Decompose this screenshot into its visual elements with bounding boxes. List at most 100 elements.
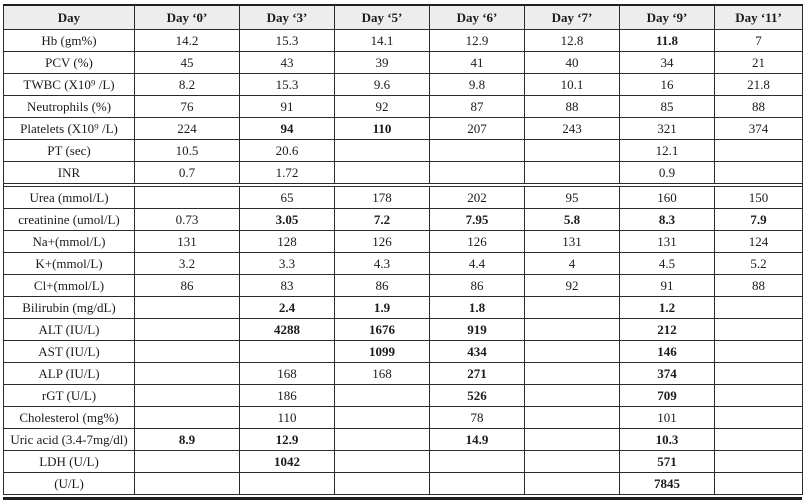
value-cell: 207 <box>429 117 525 140</box>
value-cell: 1042 <box>239 450 335 473</box>
value-cell <box>714 340 803 363</box>
value-cell: 374 <box>714 117 803 140</box>
table-row: AST (IU/L) 1099 434 146 <box>3 340 803 363</box>
value-cell: 101 <box>619 406 715 429</box>
value-cell: 128 <box>239 230 335 253</box>
value-cell: 76 <box>134 95 240 118</box>
column-header: Day ‘9’ <box>619 4 715 30</box>
value-cell: 12.1 <box>619 139 715 162</box>
column-header: Day ‘3’ <box>239 4 335 30</box>
value-cell <box>334 472 430 495</box>
value-cell: 20.6 <box>239 139 335 162</box>
row-label: INR <box>3 161 135 184</box>
value-cell: 15.3 <box>239 29 335 52</box>
value-cell <box>524 428 620 451</box>
value-cell: 3.05 <box>239 208 335 231</box>
value-cell <box>524 296 620 319</box>
value-cell: 202 <box>429 186 525 209</box>
value-cell: 0.73 <box>134 208 240 231</box>
value-cell: 1.72 <box>239 161 335 184</box>
value-cell: 3.3 <box>239 252 335 275</box>
value-cell: 374 <box>619 362 715 385</box>
value-cell: 160 <box>619 186 715 209</box>
row-label: Neutrophils (%) <box>3 95 135 118</box>
value-cell: 10.3 <box>619 428 715 451</box>
row-label: Cholesterol (mg%) <box>3 406 135 429</box>
value-cell <box>524 472 620 495</box>
row-label: PCV (%) <box>3 51 135 74</box>
value-cell: 571 <box>619 450 715 473</box>
value-cell <box>134 296 240 319</box>
table-row: INR 0.7 1.72 0.9 <box>3 161 803 184</box>
value-cell: 9.6 <box>334 73 430 96</box>
value-cell: 41 <box>429 51 525 74</box>
value-cell: 40 <box>524 51 620 74</box>
value-cell <box>714 472 803 495</box>
value-cell: 5.2 <box>714 252 803 275</box>
table-header: Day Day ‘0’ Day ‘3’ Day ‘5’ Day ‘6’ Day ‘7’ Da… <box>3 4 803 30</box>
table-row: Urea (mmol/L) 65 178 202 95 160 150 <box>3 186 803 209</box>
row-label: PT (sec) <box>3 139 135 162</box>
value-cell: 21 <box>714 51 803 74</box>
value-cell <box>524 362 620 385</box>
row-label: ALP (IU/L) <box>3 362 135 385</box>
value-cell: 7845 <box>619 472 715 495</box>
value-cell <box>714 296 803 319</box>
row-label: Cl+(mmol/L) <box>3 274 135 297</box>
value-cell: 95 <box>524 186 620 209</box>
value-cell: 2.4 <box>239 296 335 319</box>
value-cell: 12.9 <box>239 428 335 451</box>
value-cell <box>334 428 430 451</box>
value-cell: 88 <box>524 95 620 118</box>
value-cell: 131 <box>524 230 620 253</box>
value-cell: 86 <box>334 274 430 297</box>
value-cell <box>239 472 335 495</box>
value-cell <box>429 139 525 162</box>
value-cell <box>429 472 525 495</box>
value-cell: 15.3 <box>239 73 335 96</box>
value-cell: 86 <box>429 274 525 297</box>
table-row: Cholesterol (mg%) 110 78 101 <box>3 406 803 429</box>
value-cell: 87 <box>429 95 525 118</box>
table-body: Hb (gm%) 14.2 15.3 14.1 12.9 12.8 11.8 7 PCV (%)… <box>3 29 803 495</box>
value-cell <box>714 161 803 184</box>
value-cell: 321 <box>619 117 715 140</box>
value-cell: 94 <box>239 117 335 140</box>
header-row: Day Day ‘0’ Day ‘3’ Day ‘5’ Day ‘6’ Day ‘7’ Da… <box>3 4 803 30</box>
column-header: Day ‘7’ <box>524 4 620 30</box>
table-row: Cl+(mmol/L) 86 83 86 86 92 91 88 <box>3 274 803 297</box>
column-header: Day ‘6’ <box>429 4 525 30</box>
value-cell: 8.9 <box>134 428 240 451</box>
table-row: TWBC (X10⁹ /L) 8.2 15.3 9.6 9.8 10.1 16 21.8 <box>3 73 803 96</box>
value-cell: 7.95 <box>429 208 525 231</box>
value-cell <box>134 450 240 473</box>
value-cell <box>134 384 240 407</box>
value-cell <box>714 139 803 162</box>
value-cell <box>714 450 803 473</box>
table-row: (U/L) 7845 <box>3 472 803 495</box>
value-cell: 0.9 <box>619 161 715 184</box>
value-cell: 39 <box>334 51 430 74</box>
table-row: Na+(mmol/L) 131 128 126 126 131 131 124 <box>3 230 803 253</box>
value-cell: 11.8 <box>619 29 715 52</box>
table-bottom-rule <box>3 497 802 500</box>
table-row: LDH (U/L) 1042 571 <box>3 450 803 473</box>
column-header-day: Day <box>3 4 135 30</box>
column-header: Day ‘0’ <box>134 4 240 30</box>
value-cell: 83 <box>239 274 335 297</box>
row-label: TWBC (X10⁹ /L) <box>3 73 135 96</box>
value-cell <box>239 340 335 363</box>
value-cell <box>134 472 240 495</box>
value-cell: 434 <box>429 340 525 363</box>
lab-results-table: Day Day ‘0’ Day ‘3’ Day ‘5’ Day ‘6’ Day ‘7’ Da… <box>3 4 803 495</box>
row-label: (U/L) <box>3 472 135 495</box>
value-cell: 3.2 <box>134 252 240 275</box>
row-label: creatinine (umol/L) <box>3 208 135 231</box>
value-cell <box>714 384 803 407</box>
value-cell: 1676 <box>334 318 430 341</box>
table-row: ALT (IU/L) 4288 1676 919 212 <box>3 318 803 341</box>
value-cell: 86 <box>134 274 240 297</box>
table-row: K+(mmol/L) 3.2 3.3 4.3 4.4 4 4.5 5.2 <box>3 252 803 275</box>
table-row: PT (sec) 10.5 20.6 12.1 <box>3 139 803 162</box>
value-cell: 526 <box>429 384 525 407</box>
